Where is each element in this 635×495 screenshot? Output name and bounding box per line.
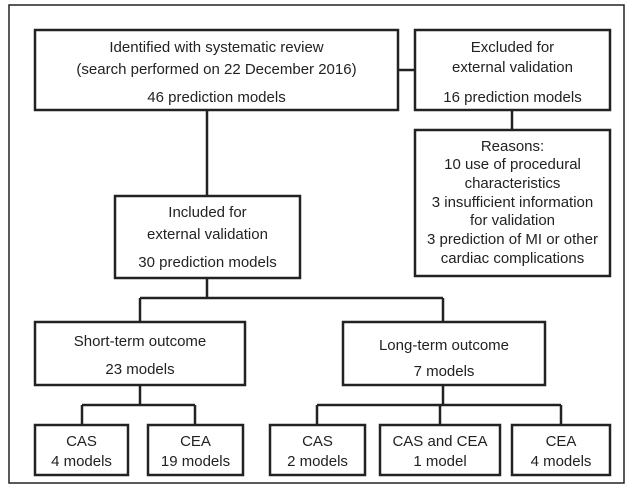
node-text: CAS — [302, 433, 333, 450]
node-box — [341, 320, 547, 387]
node-text: (search performed on 22 December 2016) — [76, 61, 356, 78]
node-text: 30 prediction models — [138, 254, 276, 271]
node-text: 4 models — [51, 453, 112, 470]
node-text: external validation — [147, 226, 268, 243]
node-text: 3 insufficient information — [432, 194, 593, 211]
node-box — [146, 423, 245, 477]
node-box — [413, 128, 612, 278]
node-box — [378, 423, 502, 477]
node-text: 16 prediction models — [443, 89, 581, 106]
node-text: CEA — [546, 433, 577, 450]
node-box — [33, 320, 247, 387]
node-text: 19 models — [161, 453, 230, 470]
node-text: Included for — [168, 204, 246, 221]
node-text: 1 model — [413, 453, 466, 470]
node-text: Reasons: — [481, 138, 544, 155]
connectors — [80, 68, 563, 425]
node-text: 10 use of procedural — [444, 156, 581, 173]
node-text: for validation — [470, 212, 555, 229]
node-text: CAS and CEA — [392, 433, 487, 450]
node-text: 46 prediction models — [147, 89, 285, 106]
node-box — [113, 194, 302, 280]
node-box — [413, 28, 612, 112]
node-text: 7 models — [414, 363, 475, 380]
node-box — [268, 423, 367, 477]
node-text: Identified with systematic review — [109, 39, 323, 56]
node-text: Short-term outcome — [74, 333, 207, 350]
node-box — [33, 28, 400, 112]
node-text: CAS — [66, 433, 97, 450]
node-text: 2 models — [287, 453, 348, 470]
node-text: cardiac complications — [441, 250, 584, 267]
node-text: 23 models — [105, 361, 174, 378]
node-text: external validation — [452, 59, 573, 76]
node-text: 3 prediction of MI or other — [427, 231, 598, 248]
node-text: Long-term outcome — [379, 337, 509, 354]
node-text: CEA — [180, 433, 211, 450]
node-text: characteristics — [465, 175, 561, 192]
node-box — [33, 423, 130, 477]
node-text: Excluded for — [471, 39, 554, 56]
node-text: 4 models — [531, 453, 592, 470]
node-box — [510, 423, 612, 477]
